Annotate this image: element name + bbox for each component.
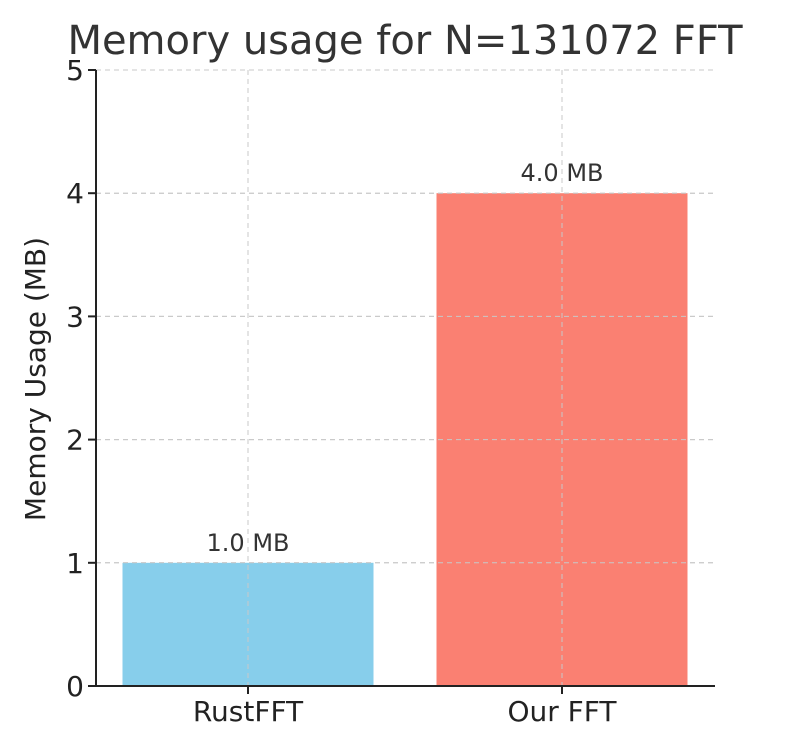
y-tick-label-4: 4 — [66, 177, 84, 210]
data-label-0: 1.0 MB — [207, 529, 290, 557]
y-tick-label-0: 0 — [66, 670, 84, 703]
y-tick-label-3: 3 — [66, 300, 84, 333]
x-tick-label-0: RustFFT — [193, 695, 304, 728]
x-tick-label-1: Our FFT — [507, 695, 617, 728]
bars — [96, 69, 715, 686]
axes — [88, 69, 715, 694]
y-tick-label-2: 2 — [66, 424, 84, 457]
y-tick-label-1: 1 — [66, 547, 84, 580]
y-tick-label-5: 5 — [66, 54, 84, 87]
chart-title: Memory usage for N=131072 FFT — [67, 18, 743, 64]
data-label-1: 4.0 MB — [521, 159, 604, 187]
labels: 0 1 2 3 4 5 RustFFT Our FFT 1.0 MB 4.0 MB — [66, 54, 617, 728]
y-axis-label: Memory Usage (MB) — [19, 237, 52, 521]
